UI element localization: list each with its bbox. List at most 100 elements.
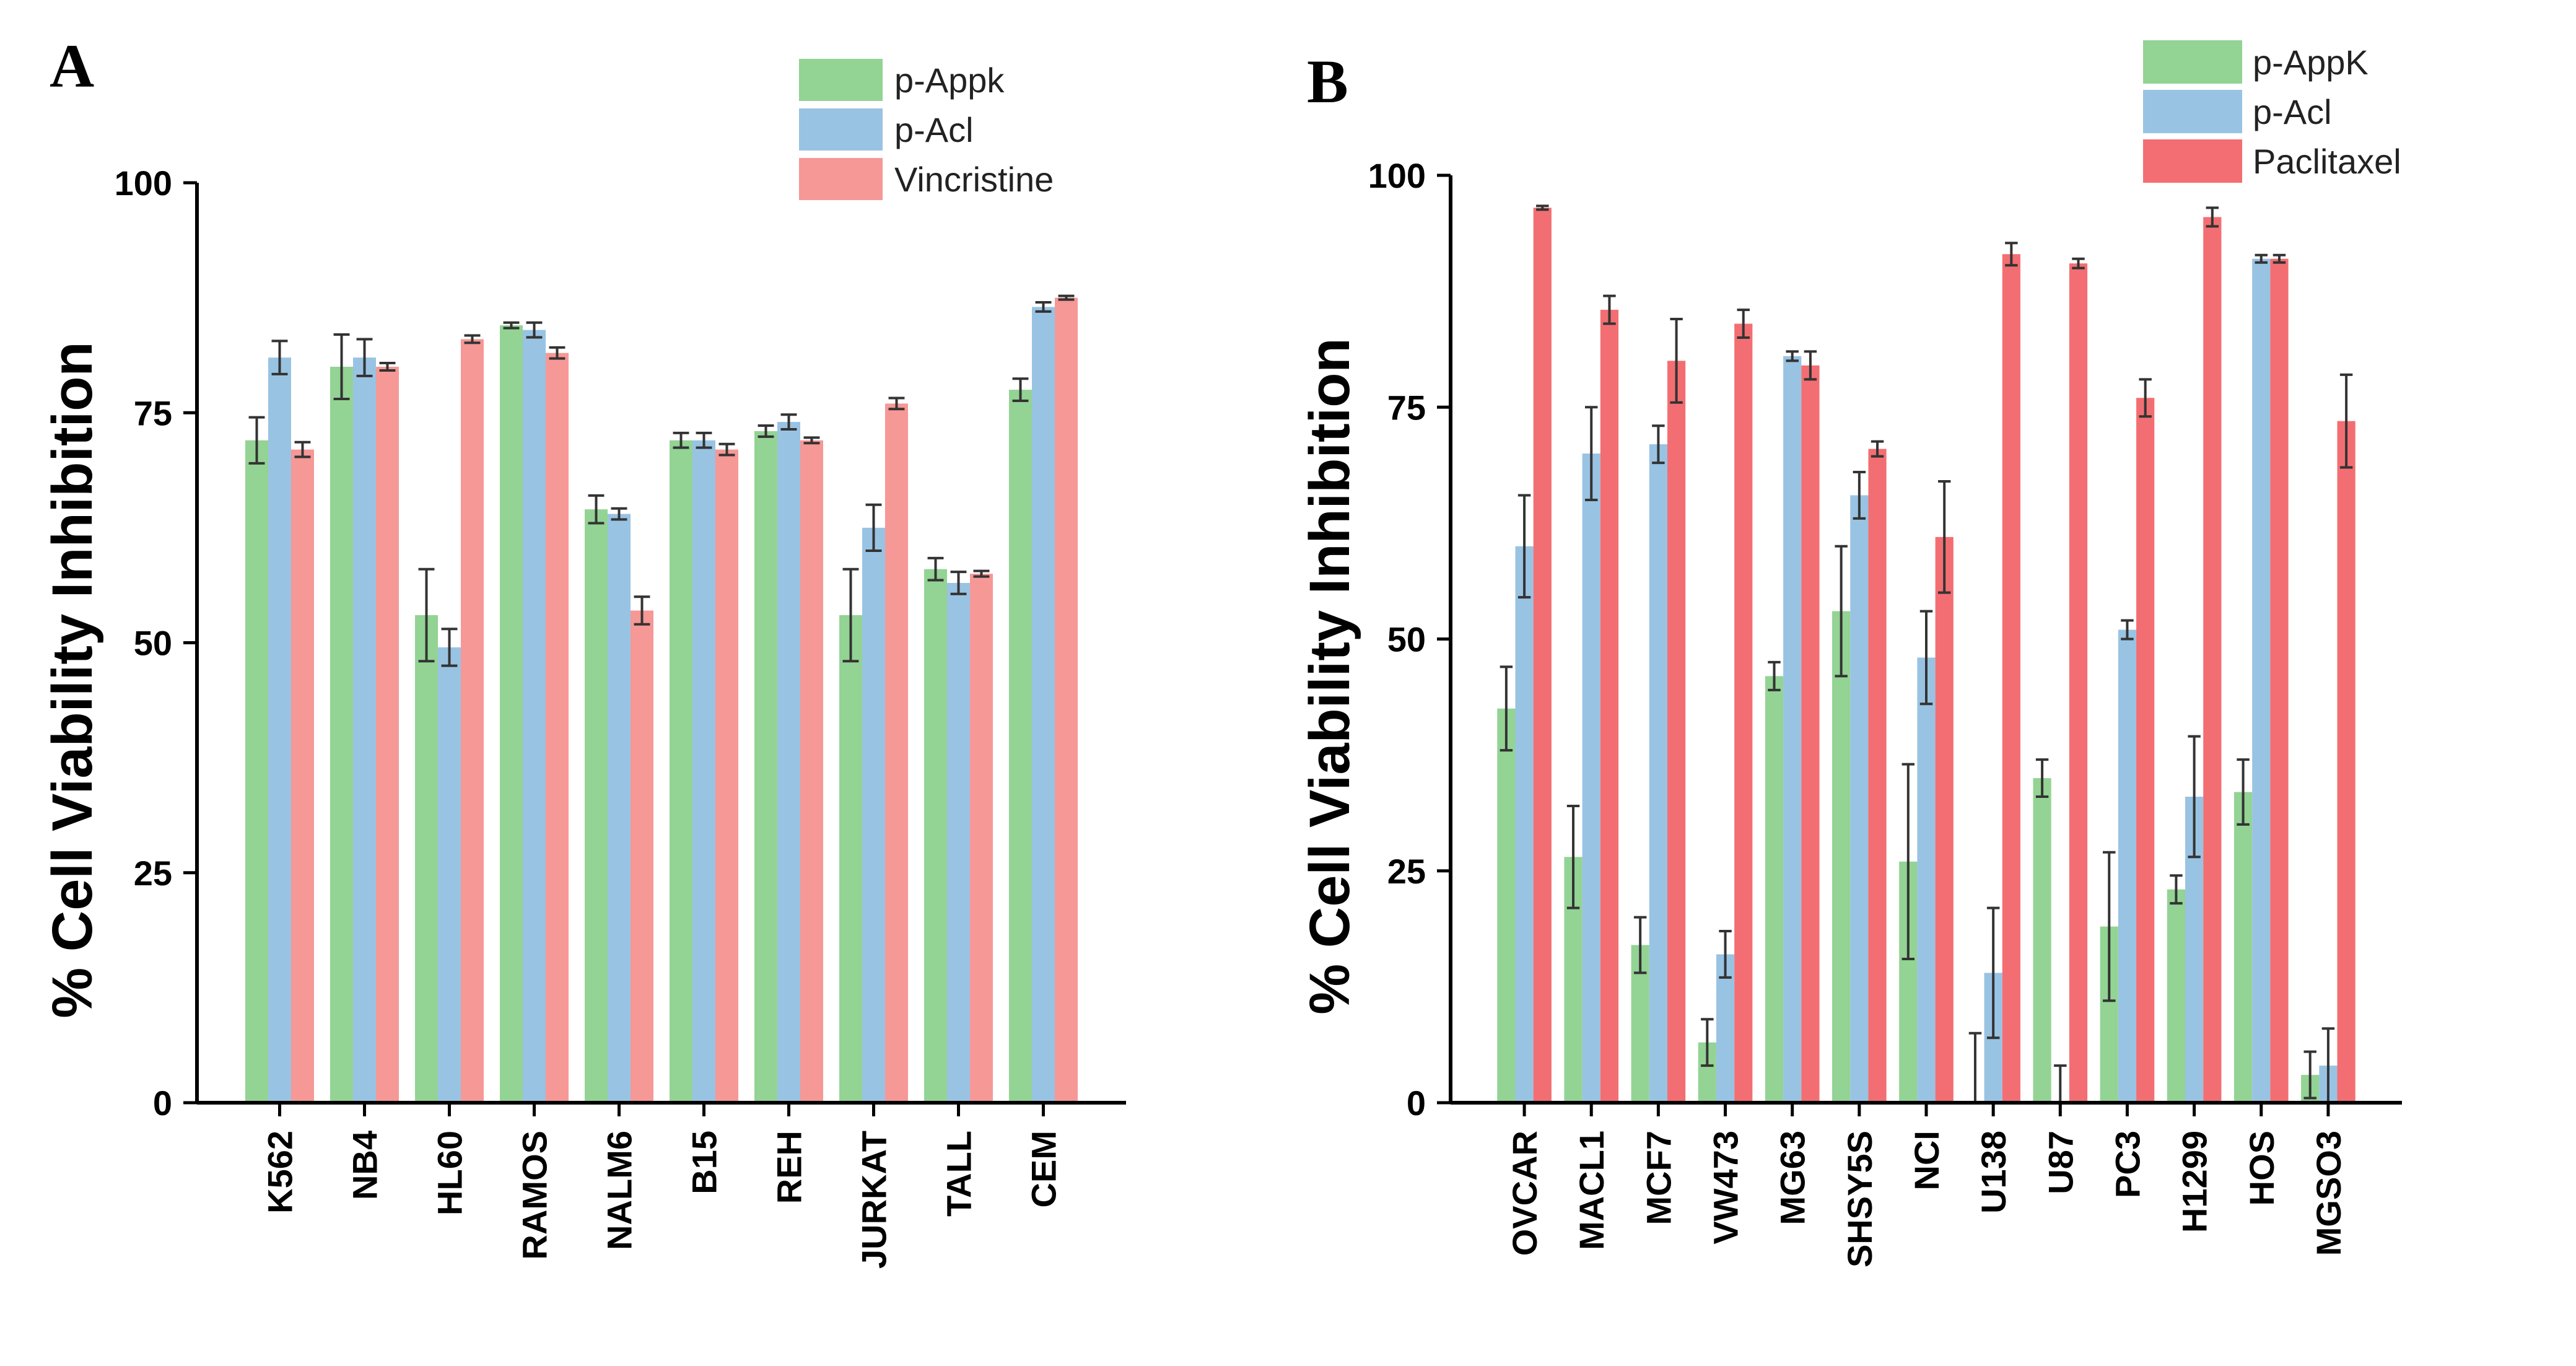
- error-bar-p-acl-b15: [696, 431, 712, 449]
- x-tick-label: PC3: [2108, 1131, 2147, 1198]
- bar-p-appk-nalm6: [585, 509, 608, 1103]
- bar-p-acl-tall: [947, 582, 970, 1103]
- error-bar-p-acl-ovcar: [1517, 494, 1531, 599]
- x-tick-label: U87: [2041, 1131, 2080, 1194]
- x-tick-label: K562: [261, 1131, 300, 1214]
- error-bar-paclitaxel-macl1: [1603, 294, 1616, 325]
- error-bar-p-appk-shsy5s: [1835, 545, 1848, 678]
- bar-vincristine-hl60: [460, 339, 484, 1103]
- error-bar-p-appk-ovcar: [1500, 665, 1513, 752]
- bar-p-acl-shsy5s: [1850, 495, 1869, 1103]
- error-bar-p-acl-vw473: [1719, 930, 1732, 979]
- error-bar-p-appk-u138: [1968, 1031, 1982, 1104]
- y-tick-label: 75: [134, 393, 172, 432]
- x-tick-label: NB4: [346, 1131, 385, 1200]
- bar-p-acl-hos: [2252, 258, 2271, 1103]
- legend-swatch-vincristine: [799, 158, 883, 200]
- bar-paclitaxel-macl1: [1600, 310, 1619, 1103]
- x-tick-label: SHSY5S: [1840, 1131, 1879, 1267]
- x-tick-label: VW473: [1706, 1131, 1745, 1245]
- error-bar-p-appk-pc3: [2103, 851, 2116, 1002]
- error-bar-p-appk-tall: [927, 556, 944, 582]
- panel-label: B: [1307, 47, 1348, 116]
- x-tick-label: RAMOS: [515, 1131, 554, 1259]
- error-bar-p-appk-cem: [1012, 377, 1029, 402]
- legend-swatch-paclitaxel: [2143, 139, 2242, 183]
- error-bar-p-acl-nb4: [356, 338, 373, 377]
- bar-p-acl-mg63: [1783, 356, 1802, 1103]
- error-bar-p-appk-nalm6: [588, 494, 605, 525]
- error-bar-p-appk-vw473: [1701, 1018, 1714, 1067]
- bar-paclitaxel-shsy5s: [1868, 449, 1887, 1103]
- x-tick-label: U138: [1974, 1131, 2013, 1214]
- error-bar-vincristine-jurkat: [888, 396, 905, 411]
- error-bar-p-acl-tall: [950, 571, 967, 595]
- legend-label-p-acl: p-Acl: [2253, 92, 2332, 131]
- error-bar-p-acl-macl1: [1585, 406, 1598, 501]
- bar-p-appk-u87: [2033, 778, 2051, 1103]
- error-bar-paclitaxel-mcf7: [1670, 318, 1683, 404]
- legend-swatch-p-acl: [799, 108, 883, 151]
- bar-p-acl-b15: [692, 440, 715, 1103]
- bar-p-appk-cem: [1009, 390, 1033, 1103]
- error-bar-vincristine-ramos: [549, 346, 565, 360]
- error-bar-p-acl-jurkat: [865, 503, 882, 552]
- bar-paclitaxel-mg63: [1801, 365, 1820, 1103]
- bar-p-appk-b15: [670, 440, 693, 1103]
- error-bar-p-acl-hos: [2255, 253, 2268, 264]
- bar-p-acl-nb4: [353, 357, 376, 1103]
- bar-p-acl-cem: [1032, 307, 1055, 1103]
- legend-label-paclitaxel: Paclitaxel: [2253, 142, 2401, 181]
- x-tick-label: HOS: [2242, 1131, 2281, 1206]
- error-bar-p-appk-k562: [248, 416, 265, 465]
- error-bar-p-acl-k562: [271, 339, 288, 375]
- error-bar-p-appk-mgso3: [2303, 1050, 2316, 1100]
- legend-label-vincristine: Vincristine: [894, 160, 1054, 199]
- bar-p-appk-nb4: [330, 367, 354, 1103]
- error-bar-p-appk-u87: [2035, 758, 2049, 798]
- error-bar-paclitaxel-mg63: [1804, 350, 1817, 381]
- error-bar-paclitaxel-u87: [2072, 257, 2085, 269]
- x-tick-label: MACL1: [1572, 1131, 1611, 1250]
- error-bar-p-appk-mg63: [1768, 660, 1781, 691]
- error-bar-p-acl-nci: [1919, 610, 1933, 706]
- bar-paclitaxel-u138: [2002, 254, 2020, 1103]
- bar-vincristine-nb4: [375, 367, 399, 1103]
- error-bar-p-appk-nb4: [333, 333, 350, 400]
- error-bar-vincristine-k562: [294, 440, 311, 458]
- bar-vincristine-cem: [1054, 297, 1078, 1103]
- bar-p-appk-hos: [2233, 792, 2253, 1103]
- error-bar-p-acl-pc3: [2121, 619, 2134, 641]
- error-bar-p-acl-shsy5s: [1853, 471, 1866, 520]
- x-tick-label: MGSO3: [2309, 1131, 2348, 1256]
- y-tick-label: 50: [1387, 620, 1426, 659]
- y-tick-label: 100: [115, 164, 172, 203]
- x-tick-label: H1299: [2175, 1131, 2214, 1233]
- x-tick-label: REH: [770, 1131, 809, 1204]
- bar-p-acl-hl60: [438, 647, 461, 1103]
- bar-p-acl-mcf7: [1649, 444, 1667, 1103]
- bar-vincristine-jurkat: [884, 403, 908, 1103]
- x-tick-label: JURKAT: [855, 1131, 894, 1269]
- bar-p-appk-hl60: [415, 615, 439, 1103]
- y-tick-label: 75: [1387, 388, 1426, 427]
- bar-p-appk-ovcar: [1497, 708, 1516, 1103]
- y-tick-label: 25: [1387, 852, 1426, 891]
- bar-vincristine-nalm6: [630, 610, 653, 1103]
- y-tick-label: 0: [1407, 1084, 1426, 1123]
- bar-p-acl-ovcar: [1515, 546, 1534, 1103]
- legend-label-p-appk: p-Appk: [894, 61, 1005, 100]
- error-bar-vincristine-hl60: [464, 334, 481, 344]
- error-bar-p-appk-macl1: [1566, 804, 1580, 909]
- bar-paclitaxel-mgso3: [2337, 421, 2356, 1103]
- error-bar-p-appk-mcf7: [1633, 916, 1647, 974]
- bar-p-appk-ramos: [500, 325, 523, 1103]
- bar-p-acl-pc3: [2118, 629, 2137, 1103]
- error-bar-p-appk-jurkat: [842, 567, 859, 663]
- error-bar-p-appk-hos: [2237, 758, 2250, 826]
- error-bar-vincristine-cem: [1058, 294, 1075, 301]
- error-bar-p-acl-ramos: [526, 321, 543, 339]
- bar-p-acl-reh: [777, 422, 800, 1103]
- error-bar-p-acl-mcf7: [1652, 424, 1665, 465]
- legend-label-p-appk: p-AppK: [2253, 43, 2369, 82]
